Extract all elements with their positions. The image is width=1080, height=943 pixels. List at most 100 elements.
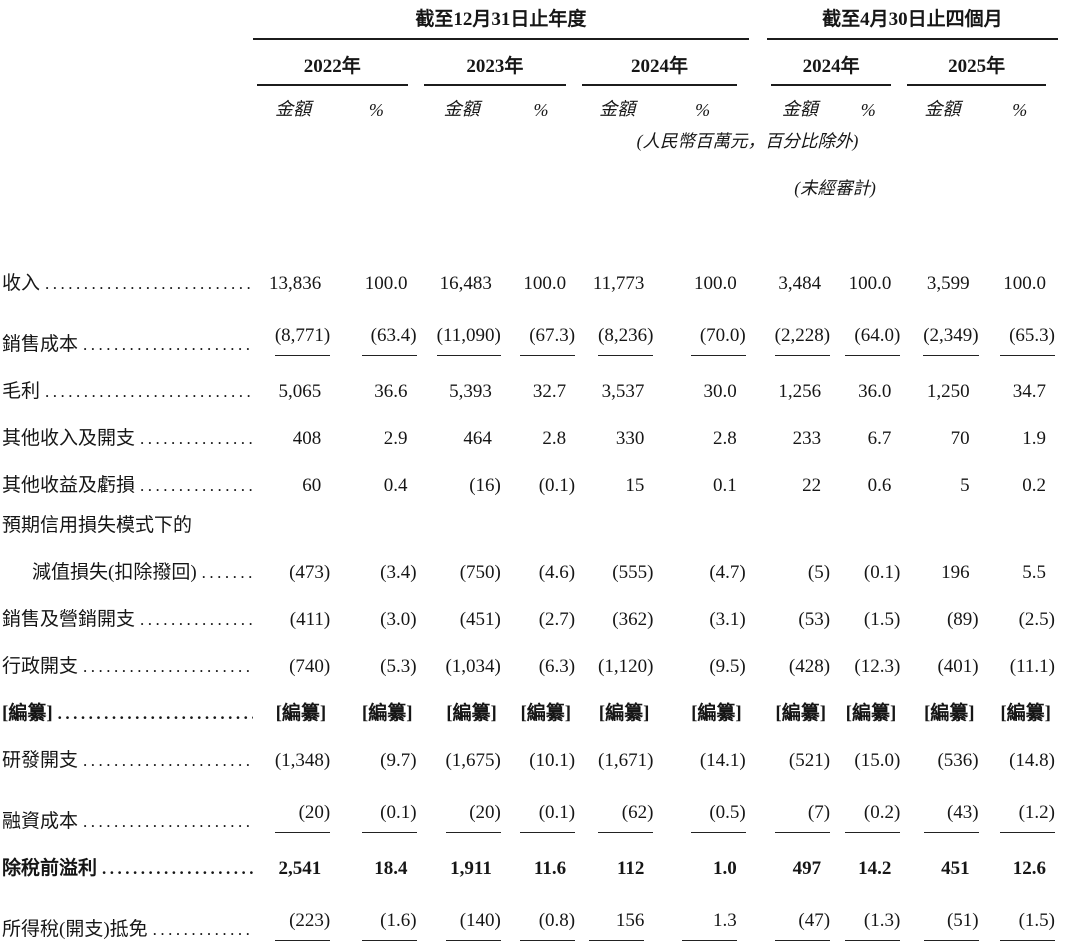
group-gap [749,86,767,124]
column-gap [749,725,767,772]
value-cell: (4.7) [709,562,746,583]
row-label: 行政開支....................................… [2,656,253,677]
value-cell: (411) [289,609,331,630]
value-cell: 464 [463,428,492,449]
value-cell: (740) [289,656,331,677]
value-cell: 3,599 [926,273,970,294]
table-row: 研發開支....................................… [2,725,1058,772]
value-cell: [編纂] [598,703,650,724]
value-cell: 5,393 [449,381,492,402]
value-cell: 36.0 [858,381,892,402]
value-cell: 22 [802,475,822,496]
value-cell: (63.4) [333,295,419,356]
value-cell: (7) [767,772,833,833]
unaudited-note-row: (未經審計) [2,155,1058,200]
value-cell: (9.5) [709,656,746,677]
value-cell: (5.3) [380,656,417,677]
value-cell: 451 [941,858,970,879]
label-column-spacer [2,86,253,124]
value-cell: (70.0) [656,295,748,356]
value-cell: 18.4 [374,858,408,879]
value-cell: 1,250 [926,381,970,402]
value-cell: 112 [616,858,645,879]
value-cell: (536) [937,750,979,771]
value-cell: (521) [788,750,831,771]
row-label: 銷售成本....................................… [2,334,253,355]
dot-leader: ........................................… [152,920,253,939]
period-group-row: 截至12月31日止年度 截至4月30日止四個月 [2,4,1058,40]
column-gap [749,450,767,497]
value-cell: (3.4) [380,562,417,583]
value-cell: (51) [903,880,981,941]
row-label: 其他收入及開支.................................… [2,403,253,450]
value-cell: (428) [788,656,831,677]
percent-header: % [1012,100,1028,120]
year-header-row: 2022年 2023年 2024年 2024年 2025年 [2,39,1058,86]
dot-leader: ........................................… [201,563,253,582]
value-cell: 16,483 [439,273,492,294]
column-gap [749,537,767,584]
value-cell: (1.5) [982,880,1058,941]
header-body-spacer [2,200,1058,248]
value-cell: (362) [612,609,654,630]
row-label: 收入......................................… [2,273,253,294]
value-cell: (1.5) [863,609,901,630]
value-cell: (20) [253,772,333,833]
row-label: 研發開支....................................… [2,750,253,771]
row-label: 銷售及營銷開支.................................… [2,584,253,631]
value-cell: (1,120) [598,656,654,677]
value-cell: 5 [960,475,970,496]
value-cell: 36.6 [374,381,408,402]
table-row: 收入......................................… [2,248,1058,295]
value-cell: [編纂] [691,703,742,724]
value-cell: (555) [612,562,654,583]
value-cell: 3,537 [601,381,645,402]
value-cell: (223) [253,880,333,941]
percent-header: % [533,100,549,120]
dot-leader: ........................................… [83,812,253,831]
column-gap [749,631,767,678]
group-gap [749,4,767,39]
value-cell: 408 [292,428,322,449]
value-cell: (1.6) [333,880,419,941]
dot-leader: ........................................… [140,610,253,629]
value-cell: (140) [420,880,504,941]
value-cell: (1,348) [274,750,331,771]
value-cell: (2,228) [767,295,833,356]
row-label: 預期信用損失模式下的 [2,515,193,536]
value-cell: [編纂] [520,703,572,724]
value-cell: (62) [578,772,656,833]
dot-leader: ........................................… [140,476,253,495]
value-cell: 1.0 [713,858,737,879]
value-cell: (3.1) [709,609,746,630]
units-note: (人民幣百萬元，百分比除外) [636,131,859,151]
value-cell: [編纂] [275,703,327,724]
value-cell: 5.5 [1022,562,1046,583]
value-cell: 100.0 [523,273,567,294]
value-cell: 11,773 [592,273,645,294]
value-cell: (43) [903,772,981,833]
value-cell: 156 [578,880,656,941]
value-cell: (16) [469,475,501,496]
value-cell: (12.3) [854,656,901,677]
value-cell: (47) [767,880,833,941]
table-row: 銷售成本....................................… [2,295,1058,356]
dot-leader: ........................................… [140,429,253,448]
group-gap [749,39,767,86]
row-label: [編纂]....................................… [2,703,253,724]
amount-header: 金額 [924,99,961,119]
value-cell: 6.7 [867,428,892,449]
value-cell: [編纂] [923,703,975,724]
amount-header: 金額 [275,99,312,119]
value-cell: (65.3) [982,295,1058,356]
value-cell: 60 [302,475,322,496]
value-cell: (4.6) [538,562,576,583]
value-cell: (10.1) [529,750,576,771]
value-cell: (1,675) [445,750,501,771]
subheader-row: 金額 % 金額 % 金額 % 金額 % 金額 % [2,86,1058,124]
period-group-four-months: 截至4月30日止四個月 [766,4,1058,40]
dot-leader: ........................................… [45,382,253,401]
amount-header: 金額 [599,99,636,119]
value-cell: [編纂] [446,703,497,724]
value-cell: (2,349) [903,295,981,356]
